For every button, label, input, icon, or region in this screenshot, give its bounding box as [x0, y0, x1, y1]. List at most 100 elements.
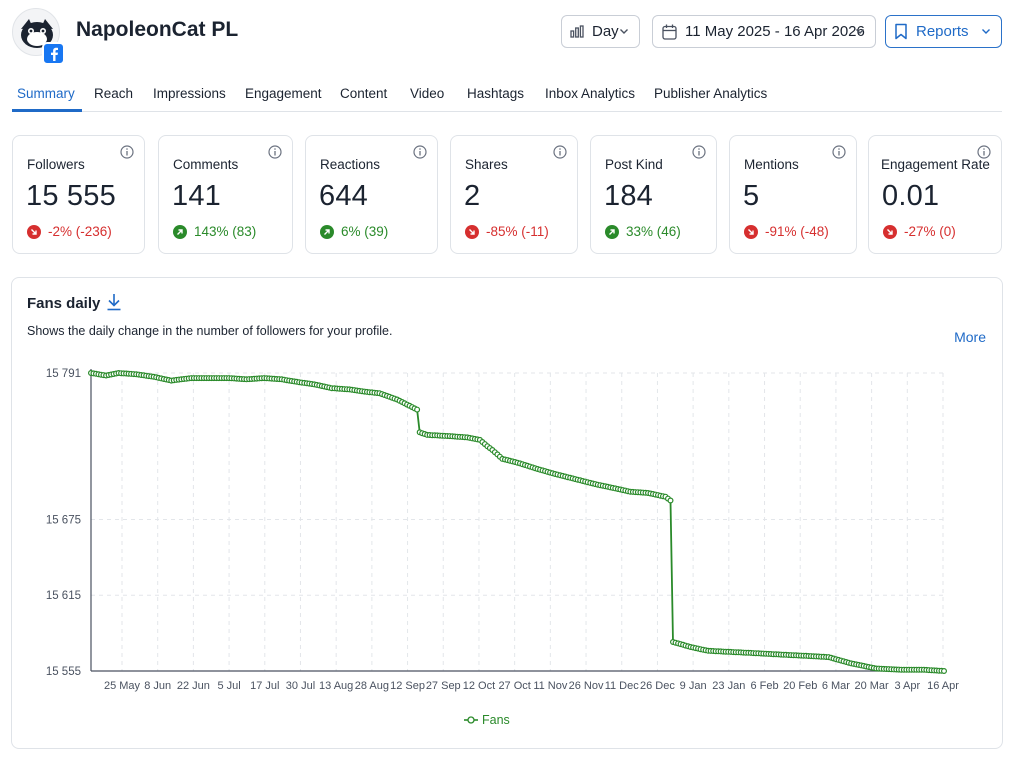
stat-change: -91% (-48) — [744, 224, 829, 239]
tab-content[interactable]: Content — [340, 86, 388, 101]
stat-value: 0.01 — [882, 180, 940, 212]
stat-card-shares: Shares 2 -85% (-11) — [450, 135, 578, 254]
stat-card-comments: Comments 141 143% (83) — [158, 135, 293, 254]
stat-label: Followers — [27, 157, 85, 172]
stat-label: Engagement Rate — [881, 157, 990, 172]
tab-impressions[interactable]: Impressions — [153, 86, 226, 101]
info-icon[interactable] — [413, 145, 427, 159]
stat-card-engagement-rate: Engagement Rate 0.01 -27% (0) — [868, 135, 1002, 254]
info-icon[interactable] — [692, 145, 706, 159]
info-icon[interactable] — [120, 145, 134, 159]
tab-reach[interactable]: Reach — [94, 86, 134, 101]
arrow-down-right-icon — [465, 224, 479, 239]
legend-marker — [467, 716, 475, 724]
x-tick-label: 26 Nov — [569, 680, 604, 692]
x-tick-label: 20 Mar — [854, 680, 889, 692]
info-icon[interactable] — [832, 145, 846, 159]
bookmark-icon — [895, 23, 907, 40]
x-tick-label: 22 Jun — [177, 680, 210, 692]
y-tick-label: 15 555 — [46, 666, 81, 678]
stat-change-text: 143% (83) — [194, 224, 257, 239]
fans-series-line — [90, 372, 945, 672]
stat-change-text: -85% (-11) — [486, 224, 549, 239]
reports-button[interactable]: Reports — [885, 15, 1002, 48]
granularity-label: Day — [592, 23, 619, 40]
date-range-label: 11 May 2025 - 16 Apr 2026 — [685, 23, 865, 40]
arrow-up-right-icon — [173, 224, 187, 239]
x-tick-label: 27 Oct — [498, 680, 530, 692]
bar-chart-icon — [570, 25, 584, 38]
arrow-down-right-icon — [27, 224, 41, 239]
x-tick-label: 13 Aug — [319, 680, 353, 692]
stat-card-post-kind: Post Kind 184 33% (46) — [590, 135, 717, 254]
chevron-down-icon — [620, 29, 628, 34]
fans-data-point — [414, 406, 421, 413]
profile-avatar — [12, 8, 60, 56]
x-tick-label: 5 Jul — [217, 680, 240, 692]
tab-video[interactable]: Video — [410, 86, 445, 101]
info-icon[interactable] — [268, 145, 282, 159]
panel-title: Fans daily — [27, 295, 101, 312]
x-tick-label: 12 Sep — [390, 680, 425, 692]
stat-card-mentions: Mentions 5 -91% (-48) — [729, 135, 857, 254]
y-tick-label: 15 615 — [46, 590, 81, 602]
tab-publisher-analytics[interactable]: Publisher Analytics — [654, 86, 768, 101]
x-tick-label: 20 Feb — [783, 680, 817, 692]
active-tab-indicator — [12, 109, 82, 112]
arrow-down-right-icon — [883, 224, 897, 239]
stat-change: 143% (83) — [173, 224, 256, 239]
stat-change-text: 33% (46) — [626, 224, 681, 239]
arrow-up-right-icon — [320, 224, 334, 239]
calendar-icon — [662, 24, 677, 40]
stat-label: Shares — [465, 157, 508, 172]
stat-change-text: -91% (-48) — [765, 224, 829, 239]
stat-value: 2 — [464, 180, 481, 212]
napoleoncat-logo-icon — [21, 19, 53, 48]
stat-label: Reactions — [320, 157, 381, 172]
x-tick-label: 11 Nov — [533, 680, 568, 692]
arrow-up-right-icon — [605, 224, 619, 239]
stat-change-text: -2% (-236) — [48, 224, 112, 239]
tab-inbox-analytics[interactable]: Inbox Analytics — [545, 86, 636, 101]
stat-card-reactions: Reactions 644 6% (39) — [305, 135, 438, 254]
tab-summary[interactable]: Summary — [17, 86, 75, 101]
date-range-picker[interactable]: 11 May 2025 - 16 Apr 2026 — [652, 15, 876, 48]
more-link[interactable]: More — [954, 329, 986, 345]
x-tick-label: 28 Aug — [355, 680, 389, 692]
stat-value: 184 — [604, 180, 653, 212]
x-tick-label: 6 Mar — [822, 680, 850, 692]
x-tick-label: 23 Jan — [712, 680, 745, 692]
tab-hashtags[interactable]: Hashtags — [467, 86, 525, 101]
tab-engagement[interactable]: Engagement — [245, 86, 322, 101]
x-tick-label: 16 Apr — [927, 680, 959, 692]
stat-card-followers: Followers 15 555 -2% (-236) — [12, 135, 145, 254]
x-tick-label: 26 Dec — [640, 680, 675, 692]
download-icon[interactable] — [106, 293, 122, 311]
analytics-tabs: Summary Reach Impressions Engagement Con… — [12, 80, 1002, 112]
stat-label: Post Kind — [605, 157, 663, 172]
info-icon[interactable] — [553, 145, 567, 159]
arrow-down-right-icon — [744, 224, 758, 239]
stat-change-text: -27% (0) — [904, 224, 956, 239]
profile-name: NapoleonCat PL — [76, 18, 239, 41]
x-tick-label: 6 Feb — [750, 680, 778, 692]
stat-value: 15 555 — [26, 180, 116, 212]
stat-label: Mentions — [744, 157, 799, 172]
stat-label: Comments — [173, 157, 239, 172]
stat-change: -27% (0) — [883, 224, 956, 239]
stat-change: -85% (-11) — [465, 224, 549, 239]
y-tick-label: 15 675 — [46, 514, 81, 526]
stat-change-text: 6% (39) — [341, 224, 389, 239]
y-tick-label: 15 791 — [46, 368, 81, 380]
x-tick-label: 27 Sep — [426, 680, 461, 692]
x-tick-label: 9 Jan — [680, 680, 707, 692]
stat-change: 6% (39) — [320, 224, 388, 239]
x-tick-label: 8 Jun — [144, 680, 171, 692]
legend-label: Fans — [482, 713, 510, 727]
x-tick-label: 12 Oct — [463, 680, 495, 692]
panel-description: Shows the daily change in the number of … — [27, 324, 393, 338]
x-tick-label: 25 May — [104, 680, 141, 692]
chevron-down-icon — [856, 29, 864, 34]
granularity-select[interactable]: Day — [561, 15, 640, 48]
info-icon[interactable] — [977, 145, 991, 159]
